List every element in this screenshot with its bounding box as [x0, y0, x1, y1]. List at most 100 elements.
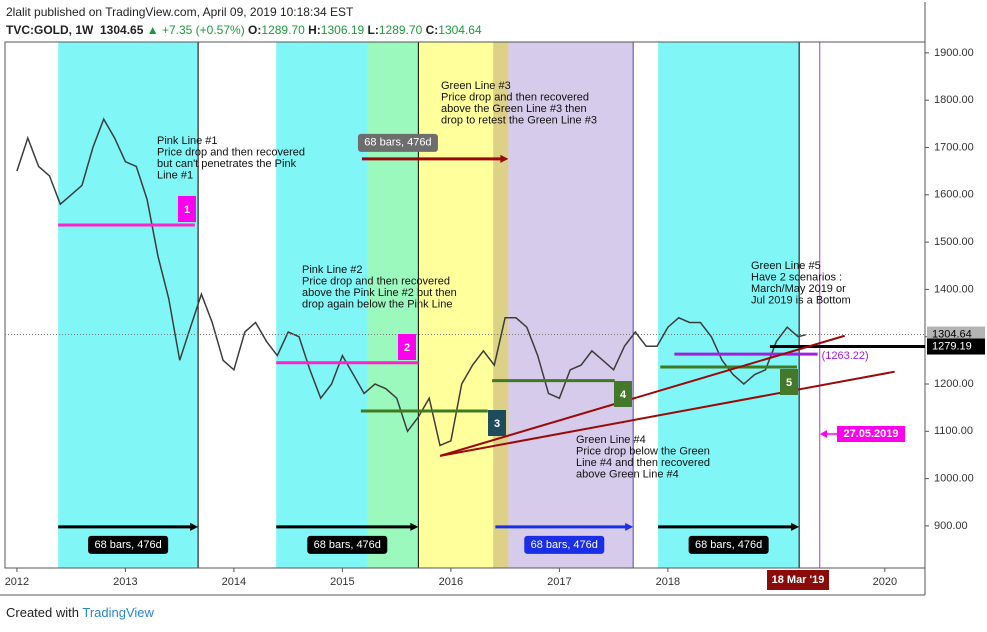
y-tick-label: 1400.00: [934, 283, 974, 295]
ohlc-label: C:: [425, 23, 439, 37]
annotation-text: Price drop and then recovered: [157, 146, 305, 158]
x-tick-label: 2018: [656, 576, 680, 588]
annotation-text: but can't penetrates the Pink: [157, 158, 297, 170]
x-tick-label: 2015: [330, 576, 354, 588]
y-tick-label: 900.00: [934, 520, 968, 532]
y-tick-label: 1000.00: [934, 473, 974, 485]
time-zone: [367, 42, 419, 568]
y-tick-label: 1800.00: [934, 94, 974, 106]
range-badge-text: 68 bars, 476d: [364, 137, 431, 149]
range-badge: [357, 133, 438, 152]
annotation-text: Price drop below the Green: [576, 445, 710, 457]
ohlc-label: H:: [308, 23, 321, 37]
x-tick-label: 2013: [113, 576, 137, 588]
ohlc: O:1289.70 H:1306.19 L:1289.70 C:1304.64: [245, 23, 482, 37]
annotation-text: drop to retest the Green Line #3: [441, 114, 597, 126]
annotation-text: above the Pink Line #2 but then: [302, 287, 457, 299]
change-arrow: ▲: [146, 23, 159, 37]
ohlc-value: 1289.70: [261, 23, 305, 37]
price-label: 1304.64: [932, 328, 972, 340]
cursor-label-box: [767, 570, 829, 590]
price-label-box: [927, 326, 985, 343]
range-badge-text: 68 bars, 476d: [314, 539, 381, 551]
x-tick-label: 2016: [439, 576, 463, 588]
x-tick-label: 2014: [222, 576, 246, 588]
annotation-text: Line #1: [157, 169, 193, 181]
annotation-text: March/May 2019 or: [751, 283, 846, 295]
arrow-head: [625, 522, 634, 531]
range-badge: [307, 535, 388, 554]
range-badge-text: 68 bars, 476d: [695, 539, 762, 551]
range-badge-text: 68 bars, 476d: [531, 539, 598, 551]
price-label: 1279.19: [932, 340, 972, 352]
annotation-text: Line #4 and then recovered: [576, 457, 710, 469]
time-zone: [58, 42, 199, 568]
y-tick-label: 1500.00: [934, 236, 974, 248]
created-with: Created with: [6, 605, 79, 620]
x-tick-label: 2017: [547, 576, 571, 588]
y-tick-label: 1600.00: [934, 189, 974, 201]
drawing-line: [439, 370, 895, 457]
ohlc-label: L:: [367, 23, 379, 37]
date-marker-head: [820, 430, 827, 438]
arrow-head: [791, 522, 800, 531]
annotation-text: Green Line #5: [751, 260, 821, 272]
annotation-text: above the Green Line #3 then: [441, 103, 587, 115]
date-marker-text: 27.05.2019: [843, 428, 898, 440]
change: +7.35 (+0.57%): [161, 23, 245, 37]
drawing-label: (1263.22): [822, 350, 869, 362]
number-marker-text: 3: [494, 418, 500, 430]
cursor-label-text: 18 Mar '19: [772, 574, 825, 586]
number-marker: [488, 410, 506, 436]
y-tick-label: 1900.00: [934, 47, 974, 59]
brand[interactable]: TradingView: [82, 605, 154, 620]
date-marker-box: [837, 426, 905, 442]
price-line: [16, 117, 806, 447]
number-marker-text: 1: [184, 204, 190, 216]
y-tick-label: 1200.00: [934, 378, 974, 390]
y-tick-label: 1100.00: [934, 425, 973, 437]
range-badge: [688, 535, 769, 554]
ohlc-label: O:: [248, 23, 262, 37]
x-tick-label: 2012: [5, 576, 29, 588]
ohlc-value: 1289.70: [378, 23, 423, 37]
publish-line: 2lalit published on TradingView.com, Apr…: [6, 3, 482, 21]
ohlc-value: 1306.19: [320, 23, 365, 37]
time-zone: [418, 42, 494, 568]
range-badge-text: 68 bars, 476d: [94, 539, 161, 551]
annotation-text: Green Line #4: [576, 434, 646, 446]
annotation-text: Jul 2019 is a Bottom: [751, 294, 851, 306]
annotation-text: Price drop and then recovered: [302, 275, 450, 287]
number-marker: [398, 334, 416, 360]
number-marker: [780, 369, 798, 395]
annotation-text: drop again below the Pink Line: [302, 298, 452, 310]
quote-line: TVC:GOLD, 1W 1304.65 ▲ +7.35 (+0.57%) O:…: [6, 21, 482, 39]
ohlc-value: 1304.64: [438, 23, 482, 37]
annotation-text: Price drop and then recovered: [441, 91, 589, 103]
arrow-head: [500, 154, 509, 163]
drawing-line: [439, 334, 846, 457]
annotation-text: Pink Line #2: [302, 264, 363, 276]
time-zone: [658, 42, 800, 568]
number-marker-text: 4: [620, 389, 627, 401]
arrow-head: [190, 522, 199, 531]
symbol: TVC:GOLD, 1W: [6, 23, 94, 37]
annotation-text: Pink Line #1: [157, 135, 218, 147]
annotation-text: Have 2 scenarios :: [751, 271, 842, 283]
time-zone: [508, 42, 634, 568]
footer: Created with TradingView: [6, 605, 154, 620]
arrow-head: [410, 522, 419, 531]
annotation-text: Green Line #3: [441, 80, 511, 92]
annotation-text: above Green Line #4: [576, 468, 679, 480]
last-price: 1304.65: [100, 23, 144, 37]
publish-text: 2lalit published on TradingView.com, Apr…: [6, 5, 354, 19]
range-badge: [88, 535, 169, 554]
header: 2lalit published on TradingView.com, Apr…: [6, 3, 482, 39]
range-badge: [524, 535, 605, 554]
number-marker: [614, 381, 632, 407]
y-tick-label: 1700.00: [934, 141, 974, 153]
price-label-box: [927, 338, 985, 355]
